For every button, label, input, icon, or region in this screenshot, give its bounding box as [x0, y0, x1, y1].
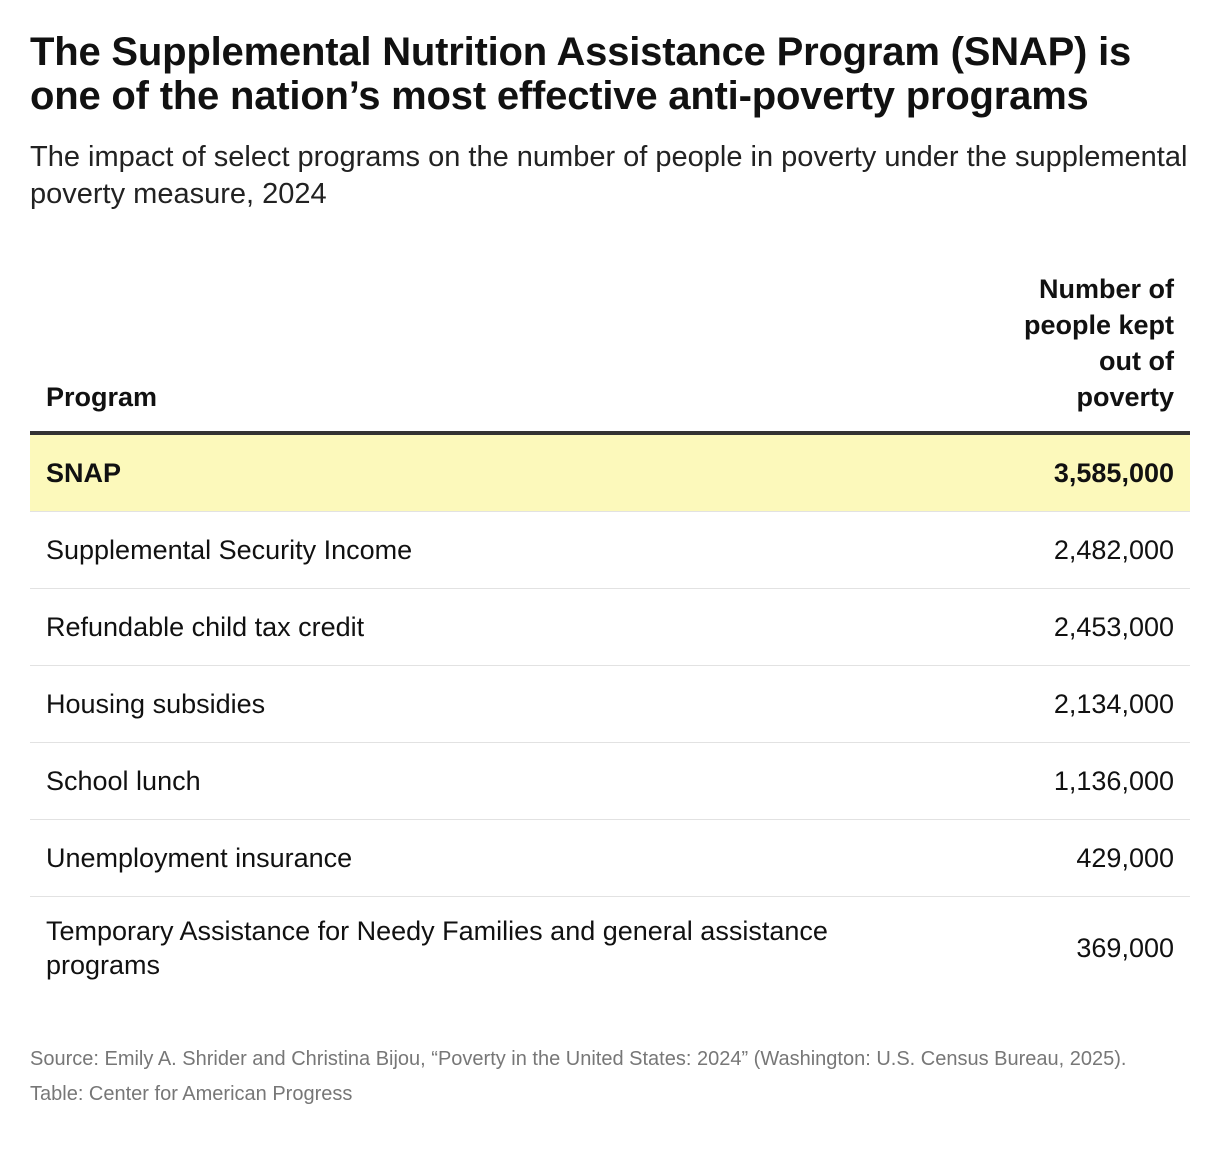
- program-cell: SNAP: [30, 433, 988, 512]
- program-cell: Refundable child tax credit: [30, 588, 988, 666]
- program-cell: School lunch: [30, 742, 988, 820]
- table-row: Refundable child tax credit 2,453,000: [30, 588, 1190, 666]
- table-row: School lunch 1,136,000: [30, 742, 1190, 820]
- program-cell: Housing subsidies: [30, 665, 988, 743]
- chart-title: The Supplemental Nutrition Assistance Pr…: [30, 30, 1132, 118]
- value-cell: 2,482,000: [988, 511, 1190, 589]
- value-cell: 2,453,000: [988, 588, 1190, 666]
- data-table: Program Number of people kept out of pov…: [30, 271, 1190, 995]
- source-note: Source: Emily A. Shrider and Christina B…: [30, 1048, 1127, 1070]
- value-cell: 1,136,000: [988, 742, 1190, 820]
- value-cell: 429,000: [988, 819, 1190, 897]
- table-header-row: Program Number of people kept out of pov…: [30, 271, 1190, 433]
- table-credit: Table: Center for American Progress: [30, 1083, 353, 1105]
- column-header-people-kept-out: Number of people kept out of poverty: [1023, 274, 1174, 412]
- value-cell: 3,585,000: [988, 433, 1190, 512]
- table-row: Housing subsidies 2,134,000: [30, 665, 1190, 743]
- column-header-program: Program: [46, 382, 158, 412]
- program-cell: Unemployment insurance: [30, 819, 988, 897]
- program-cell: Supplemental Security Income: [30, 511, 988, 589]
- chart-container: The Supplemental Nutrition Assistance Pr…: [30, 30, 1190, 1105]
- table-row: SNAP 3,585,000: [30, 433, 1190, 512]
- chart-subtitle: The impact of select programs on the num…: [30, 141, 1188, 210]
- table-row: Supplemental Security Income 2,482,000: [30, 511, 1190, 589]
- table-row: Unemployment insurance 429,000: [30, 819, 1190, 897]
- program-cell: Temporary Assistance for Needy Families …: [46, 916, 828, 980]
- value-cell: 2,134,000: [988, 665, 1190, 743]
- table-row: Temporary Assistance for Needy Families …: [30, 897, 1190, 996]
- value-cell: 369,000: [1076, 933, 1174, 963]
